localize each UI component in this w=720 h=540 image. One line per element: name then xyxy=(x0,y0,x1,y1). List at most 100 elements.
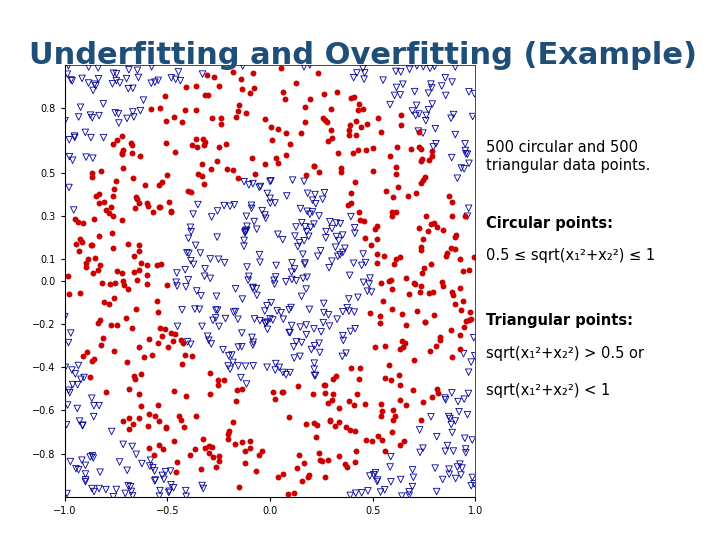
Point xyxy=(353,100,364,109)
Point xyxy=(284,328,296,337)
Point xyxy=(212,375,224,384)
Point xyxy=(384,100,396,109)
Point xyxy=(222,429,234,438)
Point xyxy=(253,183,265,192)
Point xyxy=(181,392,192,400)
Point xyxy=(368,470,379,479)
Point xyxy=(466,314,477,323)
Point xyxy=(395,111,407,119)
Point xyxy=(178,339,189,347)
Point xyxy=(123,65,135,74)
Point xyxy=(81,153,92,161)
Point xyxy=(460,316,472,325)
Point xyxy=(126,323,138,332)
Point xyxy=(462,150,473,158)
Point xyxy=(261,189,273,198)
Point xyxy=(228,166,239,175)
Point xyxy=(403,491,415,500)
Point xyxy=(378,251,390,260)
Point xyxy=(89,487,100,496)
Point xyxy=(395,68,407,76)
Point xyxy=(415,282,427,291)
Point xyxy=(95,316,107,325)
Point xyxy=(186,188,197,197)
Point xyxy=(111,485,122,494)
Point xyxy=(210,463,221,471)
Point xyxy=(114,79,126,87)
Point xyxy=(415,416,427,424)
Point xyxy=(261,325,273,334)
Point xyxy=(375,488,387,496)
Point xyxy=(300,259,311,267)
Point xyxy=(423,105,434,114)
Point xyxy=(232,315,243,323)
Point xyxy=(154,104,166,112)
Point xyxy=(345,426,356,435)
Point xyxy=(392,183,404,191)
Point xyxy=(120,489,131,498)
Point xyxy=(173,68,184,76)
Point xyxy=(274,363,285,372)
Point xyxy=(301,273,312,281)
Point xyxy=(168,113,180,122)
Point xyxy=(223,427,235,435)
Point xyxy=(192,143,203,151)
Point xyxy=(228,308,239,316)
Point xyxy=(62,272,73,280)
Point xyxy=(310,199,322,208)
Point xyxy=(241,222,253,231)
Point xyxy=(133,198,145,207)
Point xyxy=(63,183,75,192)
Point xyxy=(407,465,418,474)
Point xyxy=(222,435,233,444)
Point xyxy=(402,192,414,200)
Point xyxy=(431,433,443,441)
Point xyxy=(204,254,216,263)
Point xyxy=(278,388,289,396)
Point xyxy=(291,338,302,346)
Point xyxy=(160,423,171,431)
Point xyxy=(429,62,441,71)
Point xyxy=(327,396,338,404)
Point xyxy=(166,73,177,82)
Point xyxy=(213,255,225,264)
Point xyxy=(307,207,318,216)
Point xyxy=(123,425,135,434)
Point xyxy=(390,208,402,217)
Point xyxy=(126,149,138,158)
Point xyxy=(269,199,281,207)
Point xyxy=(139,180,150,189)
Point xyxy=(203,442,215,450)
Point xyxy=(131,194,143,203)
Point xyxy=(290,222,302,231)
Point xyxy=(419,172,431,181)
Point xyxy=(387,406,399,415)
Point xyxy=(309,371,320,380)
Point xyxy=(413,223,425,232)
Point xyxy=(446,428,458,437)
Point xyxy=(468,480,480,488)
Point xyxy=(411,101,423,110)
Point xyxy=(414,426,426,434)
Point xyxy=(186,352,198,361)
Point xyxy=(233,343,244,352)
Point xyxy=(360,258,372,267)
Point xyxy=(390,163,402,172)
Point xyxy=(106,202,117,211)
Point xyxy=(467,112,478,121)
Point xyxy=(289,265,300,273)
Point xyxy=(264,194,276,202)
Point xyxy=(133,247,145,256)
Point xyxy=(89,355,100,363)
Point xyxy=(310,371,321,380)
Point xyxy=(426,152,438,160)
Point xyxy=(364,471,376,480)
Point xyxy=(122,482,134,490)
Point xyxy=(246,201,257,210)
Point xyxy=(460,150,472,158)
Point xyxy=(240,109,252,118)
Point xyxy=(334,251,346,259)
Point xyxy=(380,186,392,195)
Point xyxy=(321,118,333,126)
Point xyxy=(123,384,135,393)
